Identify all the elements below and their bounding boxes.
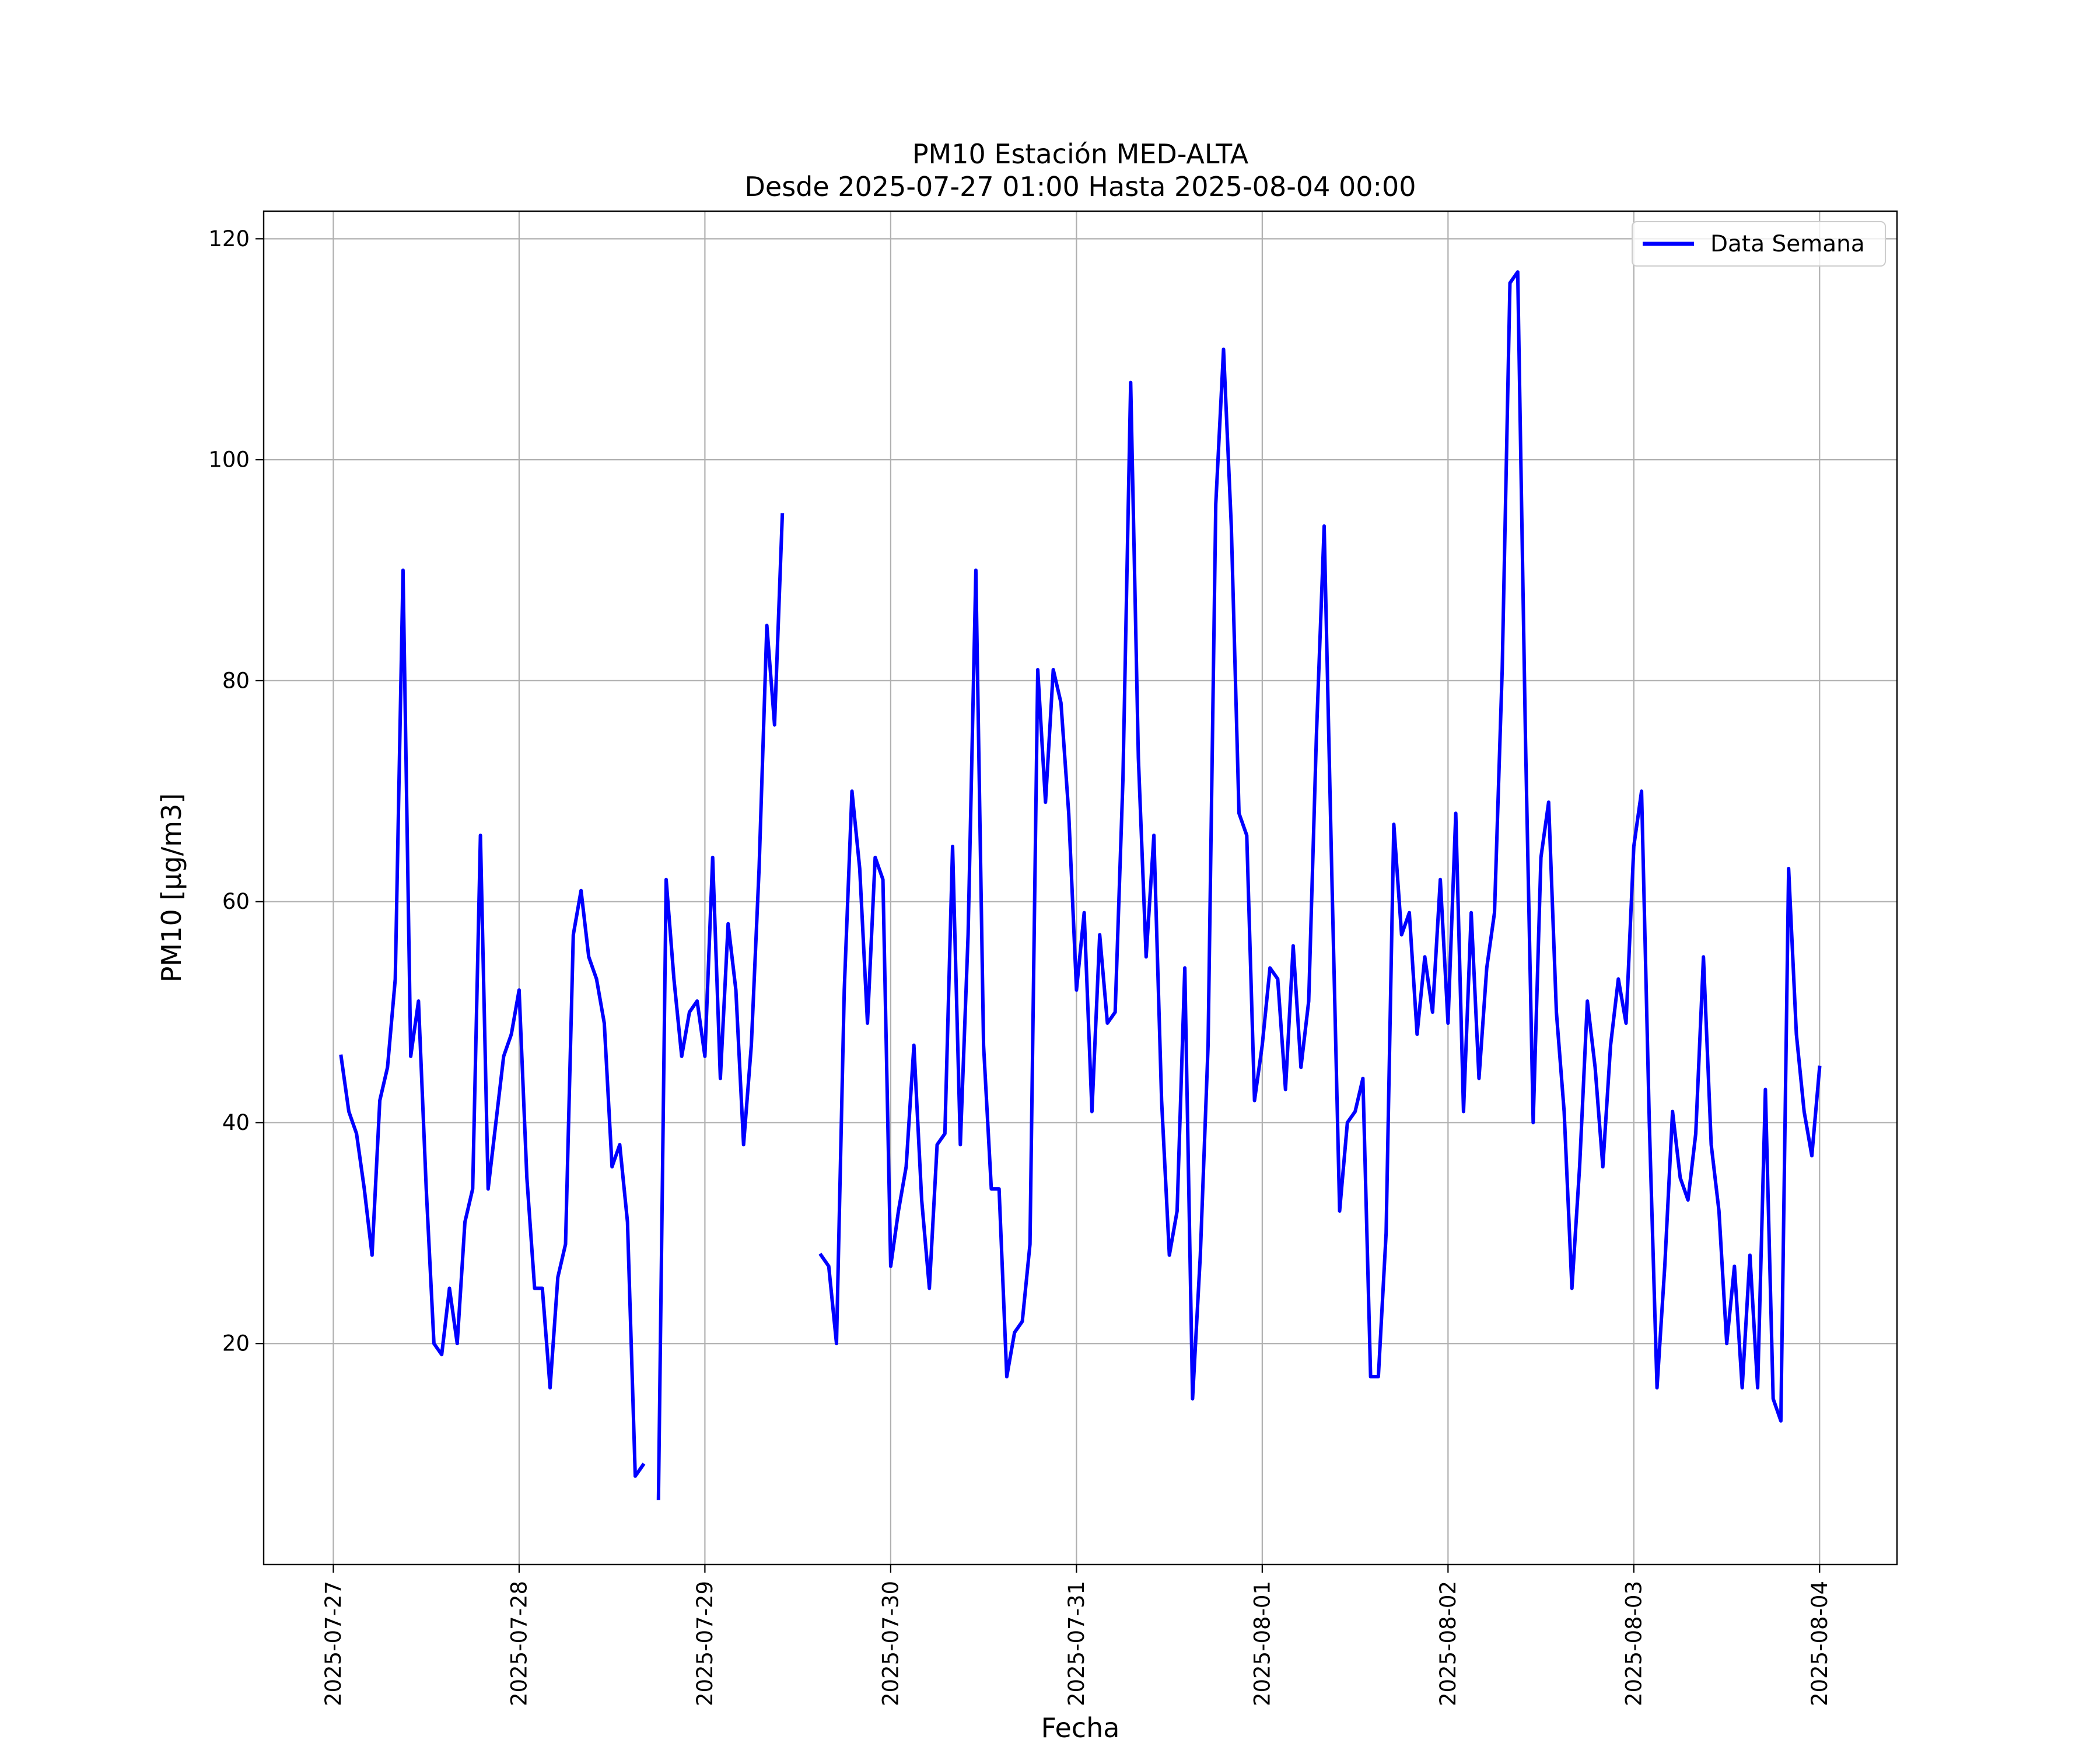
legend-label-data-semana: Data Semana: [1710, 231, 1865, 257]
x-tick-label: 2025-07-27: [321, 1581, 346, 1706]
x-axis-ticks: 2025-07-27 2025-07-28 2025-07-29 2025-07-30…: [321, 1564, 1832, 1706]
plot-frame: [262, 210, 1898, 1566]
series-line-segment: [339, 568, 646, 1478]
series-line-segment: [656, 513, 785, 1500]
x-axis-label: Fecha: [1041, 1712, 1120, 1744]
y-axis-ticks: 20 40 60 80 100 120: [208, 226, 264, 1356]
x-tick-label: 2025-08-03: [1621, 1581, 1646, 1706]
y-axis-label: PM10 [μg/m3]: [156, 793, 187, 983]
series-line-segment: [818, 270, 1822, 1423]
x-tick-label: 2025-08-02: [1436, 1581, 1461, 1706]
y-tick-label: 80: [222, 668, 250, 693]
y-tick-label: 60: [222, 889, 250, 914]
chart-subtitle: Desde 2025-07-27 01:00 Hasta 2025-08-04 …: [744, 171, 1416, 202]
y-tick-label: 100: [208, 447, 250, 473]
y-tick-label: 120: [208, 226, 250, 251]
legend: Data Semana: [1632, 221, 1886, 267]
grid-lines: [264, 211, 1897, 1564]
x-tick-label: 2025-07-28: [506, 1581, 531, 1706]
x-tick-label: 2025-08-04: [1807, 1581, 1832, 1706]
x-tick-label: 2025-07-30: [878, 1581, 903, 1706]
x-tick-label: 2025-07-31: [1064, 1581, 1089, 1706]
chart-title: PM10 Estación MED-ALTA: [912, 138, 1249, 170]
x-tick-label: 2025-07-29: [692, 1581, 718, 1706]
y-tick-label: 20: [222, 1331, 250, 1356]
series-data-semana: [339, 270, 1822, 1500]
legend-box: [1632, 221, 1886, 267]
y-tick-label: 40: [222, 1110, 250, 1135]
x-tick-label: 2025-08-01: [1250, 1581, 1275, 1706]
